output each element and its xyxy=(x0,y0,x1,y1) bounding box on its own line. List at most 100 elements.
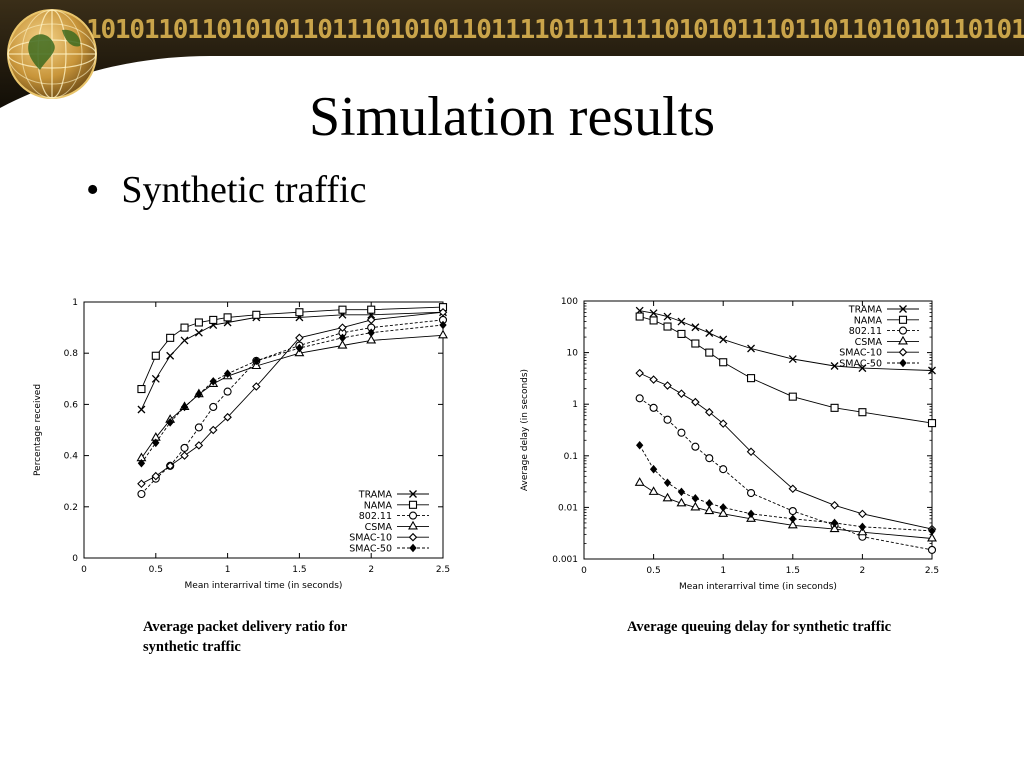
data-point xyxy=(635,394,644,403)
series-smac-50 xyxy=(137,320,447,468)
data-point xyxy=(438,329,448,339)
header-banner: 1010110110101011011101010110111101111111… xyxy=(0,0,1024,108)
legend-label: CSMA xyxy=(365,522,393,533)
slide-title: Simulation results xyxy=(309,86,715,148)
data-point xyxy=(719,465,728,474)
caption-packet-delivery: Average packet delivery ratio for synthe… xyxy=(143,619,348,655)
x-tick-label: 0.5 xyxy=(646,566,660,576)
legend-marker xyxy=(898,326,908,335)
bullet-text: Synthetic traffic xyxy=(121,169,367,211)
y-tick-label: 0.2 xyxy=(64,503,78,513)
data-point xyxy=(252,382,261,391)
data-point xyxy=(788,392,797,401)
data-point xyxy=(789,514,797,524)
data-point xyxy=(137,384,146,394)
x-tick-label: 2 xyxy=(860,566,866,576)
data-point xyxy=(928,366,936,375)
data-point xyxy=(858,364,867,373)
series-csma xyxy=(634,477,937,542)
data-point xyxy=(705,407,714,417)
data-point xyxy=(635,312,644,321)
data-point xyxy=(223,313,232,322)
bullet-dot: • xyxy=(86,169,100,211)
x-axis-label: Mean interarrival time (in seconds) xyxy=(679,582,837,592)
data-point xyxy=(676,497,687,507)
legend-label: CSMA xyxy=(855,337,883,348)
data-point xyxy=(927,545,937,554)
x-tick-label: 2.5 xyxy=(436,565,450,575)
data-point xyxy=(691,323,700,332)
data-point xyxy=(166,333,175,342)
data-point xyxy=(208,425,218,435)
data-point xyxy=(857,526,868,536)
legend-marker xyxy=(409,543,417,553)
data-point xyxy=(180,336,189,345)
data-point xyxy=(691,494,700,503)
legend-marker xyxy=(409,490,417,498)
data-point xyxy=(194,318,203,327)
legend-label: SMAC-10 xyxy=(349,533,392,544)
data-point xyxy=(649,375,658,384)
data-point xyxy=(719,503,727,512)
data-point xyxy=(691,442,700,451)
legend-label: SMAC-50 xyxy=(349,544,392,555)
data-point xyxy=(705,499,713,508)
x-tick-label: 1 xyxy=(720,566,726,576)
y-axis-label: Percentage received xyxy=(33,384,43,476)
data-point xyxy=(649,403,658,412)
data-point xyxy=(223,387,232,396)
data-point xyxy=(677,487,686,497)
y-tick-label: 1 xyxy=(72,298,78,308)
data-point xyxy=(152,438,160,448)
data-point xyxy=(829,523,840,533)
data-point xyxy=(830,500,839,510)
data-point xyxy=(677,329,686,338)
chart-queuing-delay: 0 0.5 1 1.5 2 2.5 0.001 0.01 0.1 1 10 100 Mean inter… xyxy=(520,297,939,592)
legend-label: SMAC-10 xyxy=(839,348,882,359)
globe-icon xyxy=(7,9,97,99)
series-line xyxy=(140,311,444,410)
data-point xyxy=(718,508,729,517)
data-point xyxy=(830,403,839,412)
data-point xyxy=(746,447,756,456)
legend-label: SMAC-50 xyxy=(839,359,882,370)
data-point xyxy=(223,369,232,378)
data-point xyxy=(746,374,756,383)
y-tick-label: 0.8 xyxy=(64,349,79,359)
series-smac-50 xyxy=(636,440,936,536)
data-point xyxy=(194,441,204,450)
data-point xyxy=(252,310,261,319)
data-point xyxy=(788,506,797,516)
data-point xyxy=(705,454,714,463)
legend-marker xyxy=(899,358,907,368)
data-point xyxy=(366,315,376,325)
data-point xyxy=(295,308,304,317)
series-nama xyxy=(137,303,448,394)
data-point xyxy=(151,374,160,383)
data-point xyxy=(209,377,217,386)
data-point xyxy=(663,415,672,424)
data-point xyxy=(137,459,146,468)
data-point xyxy=(180,443,189,452)
data-point xyxy=(662,492,673,502)
series-csma xyxy=(136,329,448,462)
data-point xyxy=(194,328,203,337)
data-point xyxy=(137,489,146,499)
data-point xyxy=(927,419,937,428)
y-tick-label: 0.1 xyxy=(564,452,578,462)
x-tick-label: 1.5 xyxy=(292,565,306,575)
x-tick-label: 1 xyxy=(225,565,231,575)
binary-banner-text: 1010110110101011011101010110111101111111… xyxy=(86,15,1024,45)
legend-marker xyxy=(408,500,418,509)
data-point xyxy=(704,505,715,515)
data-point xyxy=(194,423,203,432)
data-point xyxy=(367,305,376,314)
legend-marker xyxy=(408,532,418,542)
data-point xyxy=(338,333,347,343)
y-axis-label: Average delay (in seconds) xyxy=(520,369,530,491)
data-point xyxy=(137,479,146,489)
data-point xyxy=(635,368,644,378)
plot-frame xyxy=(83,301,444,559)
